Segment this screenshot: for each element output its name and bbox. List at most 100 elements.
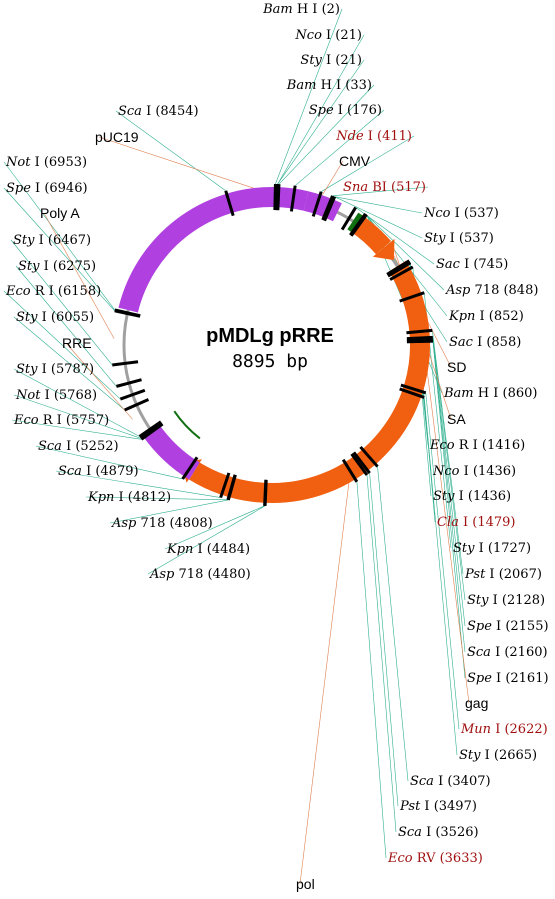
site-tick-40	[119, 388, 146, 401]
site-suffix: H I (2)	[293, 2, 340, 17]
site-enzyme-name: Not	[5, 155, 31, 170]
feature-leader-7	[43, 212, 115, 339]
site-label-15: Nco I (1436)	[432, 464, 516, 479]
site-enzyme-name: Bam	[286, 78, 317, 93]
site-enzyme-name: Sty	[13, 233, 35, 248]
site-suffix: I (1727)	[474, 541, 531, 556]
site-label-34: Sca I (4879)	[58, 464, 139, 479]
site-suffix: I (1436)	[459, 464, 516, 479]
site-label-7: Nco I (537)	[423, 206, 499, 221]
site-enzyme-name: Sty	[467, 593, 489, 608]
site-leader-42	[10, 239, 113, 366]
site-leader-28	[366, 474, 397, 833]
site-enzyme-name: Eco	[387, 851, 413, 866]
site-suffix: H I (33)	[316, 78, 372, 93]
feature-leader-1	[322, 160, 344, 196]
site-suffix: I (858)	[473, 335, 521, 350]
site-leader-27	[369, 473, 399, 807]
site-suffix: I (852)	[475, 309, 523, 324]
site-suffix: I (8454)	[142, 104, 199, 119]
site-enzyme-name: Pst	[399, 799, 421, 814]
site-enzyme-name: Kpn	[166, 542, 193, 557]
site-leader-29	[356, 481, 387, 859]
feature-label-0: pUC19	[95, 129, 139, 145]
site-tick-42	[112, 360, 139, 367]
site-tick-17	[389, 265, 414, 281]
site-leader-3	[278, 84, 375, 185]
site-leader-22	[432, 340, 466, 653]
site-enzyme-name: Sca	[467, 645, 491, 660]
site-tick-16	[387, 261, 412, 278]
site-suffix: I (1479)	[459, 515, 516, 530]
site-suffix: I (5768)	[40, 388, 97, 403]
site-suffix: BI (517)	[368, 180, 426, 195]
feature-arc-4	[388, 260, 430, 392]
site-suffix: I (3526)	[422, 825, 479, 840]
site-leader-36	[11, 419, 142, 440]
site-enzyme-name: Spe	[6, 181, 31, 196]
site-label-20: Sty I (2128)	[467, 593, 545, 608]
site-enzyme-name: Spe	[467, 671, 492, 686]
site-label-40: Eco R I (6158)	[5, 284, 101, 299]
feature-leader-6	[65, 342, 133, 420]
site-suffix: I (6055)	[37, 310, 94, 325]
site-label-39: Sty I (6055)	[16, 310, 94, 325]
site-leader-33	[85, 496, 228, 501]
site-leader-5	[321, 135, 415, 192]
feature-leader-4	[427, 373, 470, 704]
site-label-28: Sca I (3526)	[398, 825, 479, 840]
site-tick-38	[138, 420, 162, 438]
site-enzyme-name: Not	[15, 388, 41, 403]
site-suffix: R I (5757)	[39, 413, 110, 428]
site-suffix: I (5787)	[37, 362, 94, 377]
site-enzyme-name: Sty	[424, 231, 446, 246]
site-tick-13	[350, 213, 368, 237]
site-labels: Bam H I (2)Nco I (21)Sty I (21)Bam H I (…	[5, 2, 549, 866]
site-leader-10	[365, 213, 445, 291]
site-label-17: Cla I (1479)	[437, 515, 516, 530]
site-suffix: R I (1416)	[455, 438, 526, 453]
site-enzyme-name: Mun	[460, 722, 491, 737]
site-label-0: Bam H I (2)	[262, 2, 340, 17]
site-enzyme-name: Sty	[16, 310, 38, 325]
site-suffix: 718 (4480)	[174, 567, 250, 582]
feature-arc-0	[118, 187, 276, 313]
site-label-12: Sac I (858)	[449, 335, 521, 350]
site-tick-4	[289, 185, 297, 212]
site-label-45: Sca I (8454)	[118, 104, 199, 119]
site-enzyme-name: Sty	[453, 541, 475, 556]
site-leader-25	[423, 397, 458, 756]
site-label-37: Not I (5768)	[15, 388, 97, 403]
site-suffix: I (2665)	[480, 748, 537, 763]
site-label-11: Kpn I (852)	[448, 309, 524, 324]
site-tick-29	[341, 458, 359, 483]
site-enzyme-name: Sca	[398, 825, 422, 840]
site-tick-24	[400, 383, 427, 395]
site-suffix: I (4879)	[82, 464, 139, 479]
site-enzyme-name: Eco	[13, 413, 39, 428]
site-tick-37	[139, 422, 163, 440]
site-suffix: H I (860)	[474, 386, 538, 401]
site-label-9: Sac I (745)	[436, 257, 508, 272]
site-leader-8	[334, 196, 423, 239]
site-suffix: I (5252)	[62, 439, 119, 454]
site-leader-0	[275, 8, 343, 185]
site-label-14: Eco R I (1416)	[429, 438, 525, 453]
site-tick-39	[124, 398, 150, 412]
site-label-8: Sty I (537)	[424, 231, 494, 246]
site-tick-31	[263, 479, 268, 506]
feature-label-1: CMV	[339, 153, 371, 169]
site-tick-28	[350, 453, 369, 476]
site-leader-43	[3, 187, 115, 311]
site-suffix: I (21)	[322, 53, 362, 68]
site-suffix: I (4484)	[193, 542, 250, 557]
site-leader-26	[377, 466, 409, 782]
site-enzyme-name: Sca	[410, 774, 434, 789]
site-tick-35	[181, 456, 199, 480]
site-leader-32	[109, 499, 229, 524]
site-suffix: I (2128)	[488, 593, 545, 608]
site-tick-14	[386, 259, 410, 276]
site-leader-35	[35, 445, 183, 480]
site-leader-21	[432, 340, 466, 627]
site-suffix: I (2155)	[492, 619, 549, 634]
